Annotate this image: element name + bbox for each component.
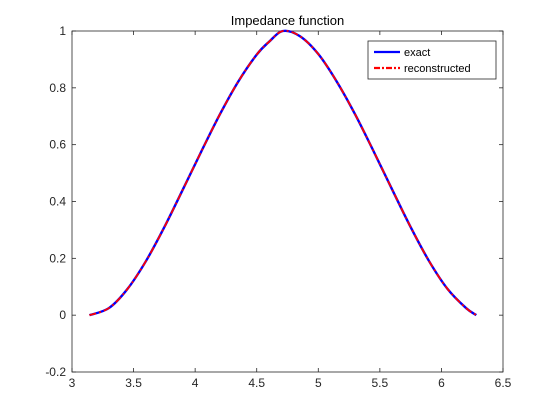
series-layer (89, 29, 477, 317)
x-tick-label: 3.5 (125, 376, 142, 390)
x-tick-label: 4 (192, 376, 199, 390)
y-tick-label: 1 (59, 24, 66, 38)
y-tick-label: 0.8 (49, 81, 66, 95)
legend: exact reconstructed (367, 40, 497, 80)
legend-box (367, 40, 497, 80)
y-tick-label: -0.2 (45, 365, 66, 379)
legend-label-exact: exact (404, 47, 430, 59)
legend-label-reconstructed: reconstructed (404, 63, 471, 75)
axis-ticks: 3 3.5 4 4.5 5 5.5 6 6.5 -0.2 0 0.2 0.4 0.6 0.8 1 (45, 24, 511, 390)
y-tick-label: 0.6 (49, 138, 66, 152)
x-tick-label: 6 (438, 376, 445, 390)
plot-area (71, 30, 504, 373)
y-tick-label: 0.4 (49, 195, 66, 209)
chart-title: Impedance function (231, 13, 344, 28)
series-line-reconstructed (89, 29, 477, 317)
x-tick-label: 5.5 (372, 376, 389, 390)
x-tick-label: 3 (69, 376, 76, 390)
y-tick-label: 0 (59, 308, 66, 322)
x-tick-label: 4.5 (248, 376, 265, 390)
y-tick-label: 0.2 (49, 251, 66, 265)
x-tick-label: 5 (315, 376, 322, 390)
x-tick-label: 6.5 (495, 376, 512, 390)
